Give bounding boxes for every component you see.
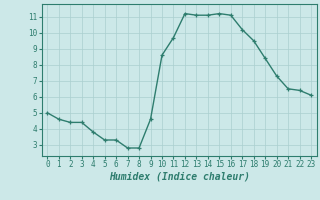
X-axis label: Humidex (Indice chaleur): Humidex (Indice chaleur) — [109, 172, 250, 182]
